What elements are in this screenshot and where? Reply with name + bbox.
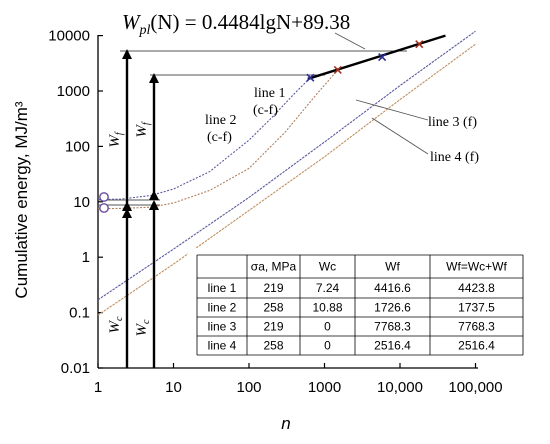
wf-label-2: Wf	[134, 121, 152, 138]
table-cell: 219	[263, 320, 283, 334]
equation-leader	[334, 32, 366, 50]
data-table: σa, MPa Wc Wf Wf=Wc+Wf line 1 219 7.24 4416.6 44…	[188, 248, 532, 360]
y-tick-label: 1	[82, 249, 90, 266]
line1-label: line 1	[254, 86, 286, 101]
table-cell: 10.88	[312, 301, 342, 315]
y-tick-label: 0.1	[69, 305, 90, 322]
y-tick-label: 10000	[48, 28, 90, 45]
line4-label: line 4 (f)	[430, 150, 479, 165]
table-cell: 258	[263, 339, 283, 353]
line1-sublabel: (c-f)	[253, 103, 278, 118]
x-tick-label: 100	[236, 379, 261, 396]
wc-label-2: Wc	[134, 319, 152, 337]
series-line-4	[97, 43, 476, 316]
table-header-cell: Wc	[319, 260, 336, 274]
table-background	[188, 248, 532, 360]
y-axis-label: Cumulative energy, MJ/m³	[12, 101, 31, 298]
table-cell: 0	[324, 320, 331, 334]
wc-label-1: Wc	[107, 316, 125, 334]
table-cell: 4416.6	[374, 281, 411, 295]
table-cell: line 3	[208, 320, 237, 334]
table-cell: 4423.8	[458, 281, 495, 295]
table-header-cell: σa, MPa	[251, 260, 297, 274]
equation-label: Wpl(N) = 0.4484lgN+89.38	[122, 10, 350, 38]
table-cell: 7768.3	[374, 320, 411, 334]
markers-layer	[306, 40, 424, 82]
failure-marker-2	[333, 65, 342, 75]
table-header-cell: Wf	[385, 260, 400, 274]
failure-marker-3	[378, 52, 387, 62]
y-tick-label: 100	[65, 138, 90, 155]
wf-label-1: Wf	[107, 131, 125, 148]
line2-sublabel: (c-f)	[207, 130, 232, 145]
x-tick-label: 10,000	[377, 379, 423, 396]
x-tick-label: 100,000	[448, 379, 502, 396]
line2-label: line 2	[205, 113, 237, 128]
failure-marker-1	[306, 73, 315, 82]
x-tick-label: 1000	[308, 379, 341, 396]
x-tick-label: 1	[94, 379, 102, 396]
y-tick-label: 1000	[57, 83, 90, 100]
table-cell: 1737.5	[458, 301, 495, 315]
series-line-3	[97, 30, 476, 301]
table-cell: 219	[263, 281, 283, 295]
line3-leader	[355, 99, 429, 121]
table-cell: line 2	[208, 301, 237, 315]
start-circle-line2	[99, 203, 109, 213]
start-circle-line1	[99, 192, 109, 202]
energy-arrows	[122, 49, 159, 368]
table-cell: 2516.4	[458, 339, 495, 353]
start-circles	[99, 192, 109, 213]
y-tick-label: 0.01	[61, 360, 90, 377]
table-cell: 0	[324, 339, 331, 353]
failure-marker-4	[415, 40, 424, 49]
table-header-cell: Wf=Wc+Wf	[446, 260, 507, 274]
table-cell: 2516.4	[374, 339, 411, 353]
table-cell: line 1	[208, 281, 237, 295]
fit-line	[307, 34, 446, 81]
line3-label: line 3 (f)	[428, 115, 477, 130]
x-tick-label: 10	[165, 379, 182, 396]
y-tick-label: 10	[73, 194, 90, 211]
x-ticks: 1 10 100 1000 10,000 100,000	[94, 363, 503, 396]
line4-leader	[371, 117, 429, 155]
table-cell: 1726.6	[374, 301, 411, 315]
x-axis-label: n	[281, 414, 290, 433]
table-cell: 7.24	[316, 281, 340, 295]
table-cell: 7768.3	[458, 320, 495, 334]
table-cell: 258	[263, 301, 283, 315]
y-ticks: 0.01 0.1 1 10 100 1000 10000	[48, 28, 103, 377]
series-annotations: line 1 (c-f) line 2 (c-f) line 3 (f) lin…	[205, 32, 479, 165]
table-cell: line 4	[208, 339, 237, 353]
